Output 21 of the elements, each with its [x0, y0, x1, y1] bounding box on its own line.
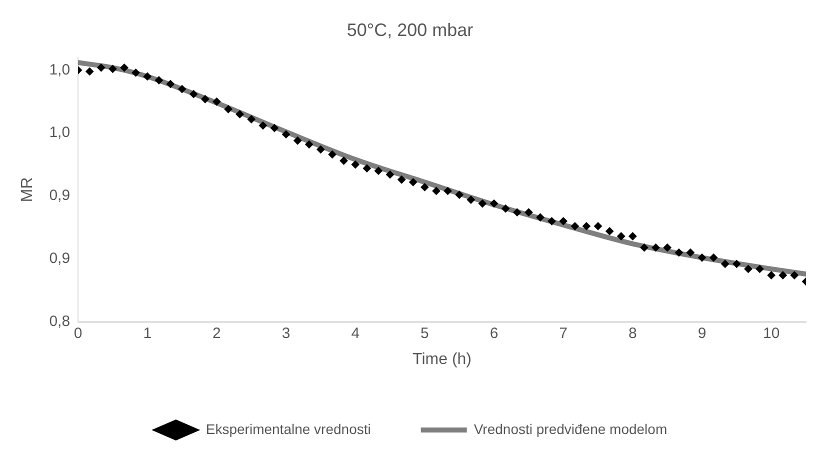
chart-title: 50°C, 200 mbar — [346, 20, 474, 40]
x-tick-label: 10 — [762, 324, 780, 342]
y-tick-label: 1,0 — [49, 61, 70, 78]
y-tick-label: 0,9 — [49, 187, 70, 204]
y-tick-label: 0,8 — [49, 312, 70, 330]
y-axis-title: MR — [19, 177, 36, 202]
x-tick-label: 7 — [559, 324, 568, 342]
x-tick-label: 1 — [143, 324, 152, 342]
y-tick-label: 0,9 — [49, 250, 70, 268]
x-tick-label: 4 — [351, 324, 360, 342]
x-tick-label: 6 — [490, 324, 498, 342]
x-tick-label: 8 — [628, 324, 637, 342]
x-tick-label: 2 — [212, 324, 221, 342]
x-tick-label: 5 — [420, 324, 429, 342]
legend-label: Eksperimentalne vrednosti — [206, 420, 371, 437]
x-axis-title: Time (h) — [412, 350, 472, 368]
y-tick-label: 1,0 — [49, 124, 70, 142]
x-tick-label: 0 — [74, 324, 82, 342]
x-tick-label: 3 — [282, 324, 290, 342]
legend-label: Vrednosti predviđene modelom — [474, 420, 668, 437]
x-tick-label: 9 — [698, 324, 706, 342]
